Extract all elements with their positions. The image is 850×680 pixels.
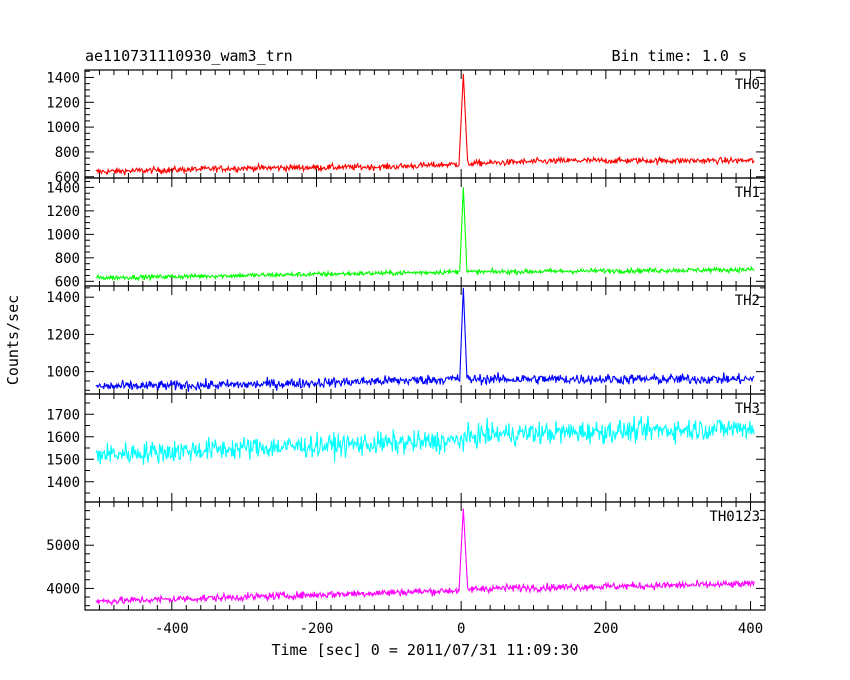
y-tick-label: 600	[55, 170, 80, 186]
y-tick-label: 1400	[46, 180, 80, 196]
panels-group: 600 800 1000 1200 1400 TH0 600 800 1000 1200 1400 T…	[46, 69, 766, 611]
x-tick-label: 400	[738, 621, 763, 637]
y-tick-label: 1400	[46, 475, 80, 491]
y-tick-label: 1000	[46, 120, 80, 136]
y-tick-label: 1000	[46, 227, 80, 243]
panel-th0123: 4000 5000 TH0123	[46, 501, 766, 611]
y-tick-label: 1200	[46, 95, 80, 111]
y-tick-label: 1600	[46, 430, 80, 446]
panel-label-th0123: TH0123	[709, 509, 760, 525]
y-tick-label: 800	[55, 145, 80, 161]
y-tick-label: 1700	[46, 407, 80, 423]
panel-th3: 1400 1500 1600 1700 TH3	[46, 393, 766, 503]
series-line-th3	[95, 415, 755, 465]
panel-label-th2: TH2	[735, 293, 760, 309]
y-tick-label: 600	[55, 274, 80, 290]
panel-th0: 600 800 1000 1200 1400 TH0	[46, 69, 766, 186]
x-tick-label: -200	[300, 621, 334, 637]
panel-label-th1: TH1	[735, 185, 760, 201]
y-tick-label: 800	[55, 251, 80, 267]
y-tick-label: 1400	[46, 70, 80, 86]
y-tick-label: 4000	[46, 581, 80, 597]
panel-label-th3: TH3	[735, 401, 760, 417]
series-line-th0	[95, 73, 755, 176]
panel-th2: 1000 1200 1400 TH2	[46, 285, 766, 395]
y-tick-label: 1400	[46, 290, 80, 306]
x-tick-label: -400	[155, 621, 189, 637]
x-axis-tick-labels: -400 -200 0 200 400	[155, 621, 763, 637]
y-tick-label: 1500	[46, 452, 80, 468]
panel-th1: 600 800 1000 1200 1400 TH1	[46, 177, 766, 290]
chart-title: ae110731110930_wam3_trn	[85, 47, 293, 65]
y-axis-label: Counts/sec	[4, 295, 22, 385]
bin-time-label: Bin time: 1.0 s	[612, 47, 747, 65]
y-tick-label: 5000	[46, 538, 80, 554]
series-line-th1	[95, 187, 755, 282]
x-tick-label: 0	[457, 621, 465, 637]
x-tick-label: 200	[593, 621, 618, 637]
panel-label-th0: TH0	[735, 77, 760, 93]
x-axis-label: Time [sec] 0 = 2011/07/31 11:09:30	[271, 641, 578, 659]
panel-frame	[84, 501, 766, 611]
y-tick-label: 1200	[46, 327, 80, 343]
y-tick-label: 1000	[46, 365, 80, 381]
series-line-th2	[95, 287, 755, 392]
y-tick-label: 1200	[46, 204, 80, 220]
series-line-th0123	[95, 508, 755, 607]
